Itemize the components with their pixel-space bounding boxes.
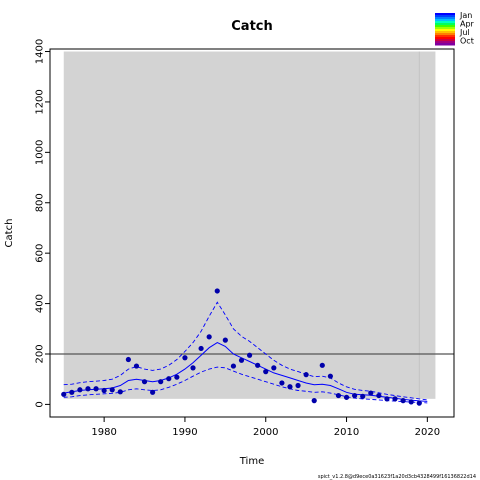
legend-label: Jan — [459, 11, 472, 20]
observed-point — [368, 390, 374, 396]
y-tick-label: 800 — [35, 193, 46, 212]
observed-point — [166, 376, 172, 382]
y-tick-label: 200 — [35, 344, 46, 363]
observed-point — [311, 398, 317, 404]
observed-point — [343, 394, 350, 400]
legend-color-swatch — [435, 35, 455, 38]
observed-point — [85, 386, 91, 392]
observed-point — [125, 356, 131, 363]
observed-point — [141, 379, 148, 385]
shaded-region — [63, 51, 436, 399]
legend-color-swatch — [435, 13, 455, 16]
observed-point — [335, 392, 342, 399]
observed-point — [400, 398, 406, 404]
observed-point — [392, 396, 398, 402]
legend-color-swatch — [435, 29, 455, 32]
legend-label: Apr — [460, 20, 475, 29]
observed-point — [222, 337, 228, 343]
plot-frame — [49, 48, 455, 418]
observed-point — [69, 389, 75, 395]
observed-point — [319, 362, 325, 368]
observed-point — [214, 288, 220, 294]
legend-color-swatch — [435, 41, 455, 44]
observed-point — [327, 373, 333, 379]
observed-point — [117, 389, 123, 395]
legend-color-swatch — [435, 37, 455, 40]
legend-color-swatch — [435, 21, 455, 24]
observed-point — [101, 387, 107, 394]
x-tick-label: 1980 — [91, 427, 116, 438]
observed-point — [77, 387, 83, 393]
fitted-catch-line — [63, 342, 428, 402]
observed-point — [93, 386, 99, 392]
observed-point — [190, 365, 196, 371]
observed-point — [246, 352, 253, 358]
observed-point — [384, 396, 390, 402]
y-tick-label: 0 — [35, 401, 46, 407]
chart-title: Catch — [231, 19, 273, 34]
observed-point — [279, 380, 285, 386]
legend-color-swatch — [435, 31, 455, 34]
observed-point — [295, 382, 301, 389]
observed-point — [61, 391, 67, 397]
y-tick-label: 400 — [35, 294, 46, 313]
observed-point — [198, 345, 204, 352]
observed-point — [230, 363, 237, 369]
x-axis-label: Time — [239, 456, 264, 467]
lower-ci-line — [63, 366, 428, 404]
observed-point — [109, 387, 115, 393]
legend-color-swatch — [435, 23, 455, 26]
x-tick-label: 2000 — [253, 427, 278, 438]
observed-point — [376, 392, 382, 399]
observed-point — [352, 392, 358, 399]
observed-point — [271, 365, 277, 371]
observed-point — [182, 355, 188, 361]
y-tick-label: 1400 — [35, 39, 46, 64]
legend-color-swatch — [435, 27, 455, 30]
observed-point — [303, 372, 309, 378]
footer-version: spict_v1.2.8@d9ece0a31623f1a20d3cb432849… — [318, 474, 476, 480]
observed-point — [263, 369, 269, 375]
observed-point — [408, 399, 414, 405]
observed-point — [174, 374, 180, 380]
legend-color-swatch — [435, 33, 455, 36]
legend-color-swatch — [435, 19, 455, 22]
legend-color-swatch — [435, 39, 455, 42]
observed-point — [158, 379, 164, 385]
y-tick-label: 1200 — [35, 89, 46, 114]
observed-point — [255, 362, 261, 368]
legend-color-swatch — [435, 15, 455, 18]
observed-point — [416, 400, 422, 406]
observed-point — [133, 363, 140, 369]
legend-color-swatch — [435, 17, 455, 20]
legend-color-swatch — [435, 25, 455, 28]
x-tick-label: 1990 — [172, 427, 197, 438]
observed-point — [238, 357, 245, 363]
y-tick-label: 1000 — [35, 140, 46, 165]
x-tick-label: 2020 — [415, 427, 440, 438]
y-axis-label: Catch — [4, 219, 15, 248]
legend-label: Jul — [459, 28, 470, 37]
observed-point — [287, 384, 293, 390]
x-tick-label: 2010 — [334, 427, 359, 438]
legend-label: Oct — [460, 37, 474, 46]
upper-ci-line — [63, 301, 428, 401]
observed-point — [150, 389, 156, 395]
observed-point — [360, 393, 366, 399]
legend-color-swatch — [435, 43, 455, 46]
observed-point — [206, 334, 212, 340]
y-tick-label: 600 — [35, 244, 46, 263]
